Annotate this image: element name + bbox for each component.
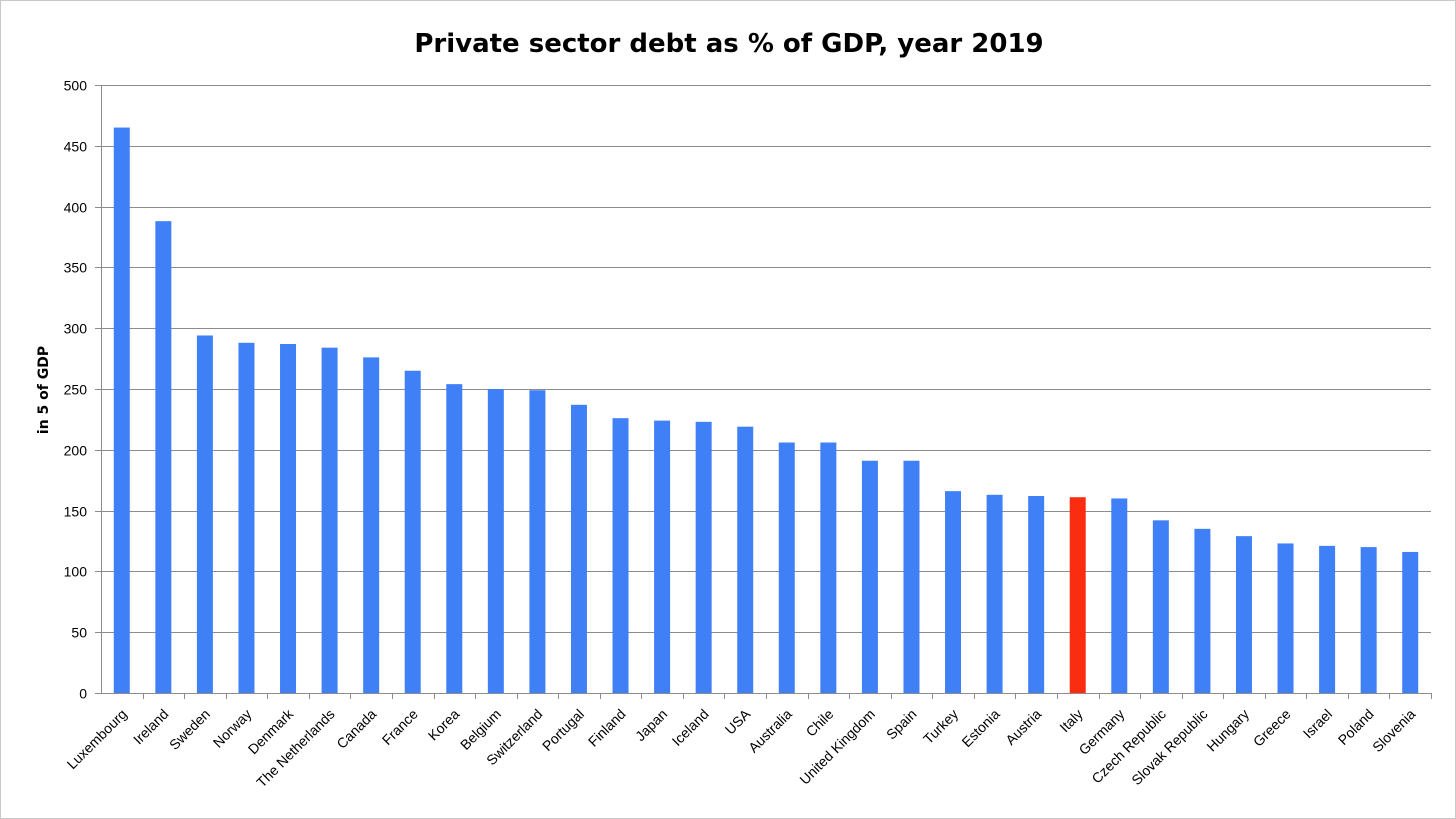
bar-greece xyxy=(1277,543,1294,693)
y-tick-label: 200 xyxy=(64,443,88,459)
x-tick-label: Australia xyxy=(745,706,795,756)
x-tick-label: Slovenia xyxy=(1369,706,1418,755)
bar-austria xyxy=(1028,496,1045,693)
y-tick-label: 150 xyxy=(64,504,88,520)
bar-hungary xyxy=(1235,536,1252,693)
x-tick-label: Portugal xyxy=(539,706,587,754)
x-tick-label: Italy xyxy=(1056,706,1085,735)
bar-germany xyxy=(1111,498,1128,693)
x-tick-label: Hungary xyxy=(1203,706,1252,755)
axes xyxy=(95,85,1431,694)
bar-finland xyxy=(612,418,629,693)
y-tick-label: 50 xyxy=(71,625,87,641)
bar-denmark xyxy=(280,344,297,693)
bar-israel xyxy=(1319,545,1336,693)
bar-spain xyxy=(903,460,920,693)
bar-the-netherlands xyxy=(321,347,338,693)
chart-title: Private sector debt as % of GDP, year 20… xyxy=(414,29,1043,59)
x-tick-label: Finland xyxy=(585,706,629,750)
x-tick-label: The Netherlands xyxy=(253,706,338,791)
x-tick-label: Estonia xyxy=(958,706,1002,750)
bar-turkey xyxy=(945,491,962,693)
bar-korea xyxy=(446,384,463,693)
x-tick-label: Czech Republic xyxy=(1088,706,1169,787)
x-tick-label: Israel xyxy=(1300,706,1336,742)
y-axis-ticks: 0 50 100 150 200 250 300 350 400 450 500 xyxy=(64,78,101,702)
bar-japan xyxy=(654,420,671,693)
bar-portugal xyxy=(570,404,587,693)
x-tick-label: Sweden xyxy=(166,706,213,753)
x-tick-label: Canada xyxy=(333,706,379,752)
bars xyxy=(113,127,1419,693)
bar-czech-republic xyxy=(1152,520,1169,693)
x-tick-label: Chile xyxy=(803,706,837,740)
x-tick-label: Korea xyxy=(425,706,463,744)
x-tick-label: Iceland xyxy=(669,706,712,749)
bar-luxembourg xyxy=(113,127,130,693)
y-axis-label: in 5 of GDP xyxy=(36,346,52,434)
x-tick-label: Turkey xyxy=(920,706,961,747)
y-tick-label: 450 xyxy=(64,139,88,155)
bar-chile xyxy=(820,442,837,693)
bar-sweden xyxy=(196,335,213,693)
x-tick-label: Luxembourg xyxy=(64,706,130,772)
x-tick-label: Spain xyxy=(883,706,920,743)
bar-poland xyxy=(1360,547,1377,693)
y-tick-label: 250 xyxy=(64,382,88,398)
y-tick-label: 500 xyxy=(64,78,88,94)
bar-united-kingdom xyxy=(861,460,878,693)
bar-australia xyxy=(778,442,795,693)
y-tick-label: 0 xyxy=(79,686,87,702)
y-tick-label: 100 xyxy=(64,564,88,580)
bar-france xyxy=(404,370,421,693)
y-tick-label: 300 xyxy=(64,321,88,337)
x-tick-label: Japan xyxy=(632,706,670,744)
x-tick-label: USA xyxy=(722,705,754,737)
bar-slovenia xyxy=(1402,551,1419,693)
x-tick-label: United Kingdom xyxy=(796,706,878,788)
bar-iceland xyxy=(695,421,712,693)
bar-canada xyxy=(363,357,380,693)
bar-ireland xyxy=(155,221,172,693)
x-tick-label: Greece xyxy=(1250,706,1294,750)
y-tick-label: 400 xyxy=(64,200,88,216)
bar-switzerland xyxy=(529,390,546,693)
bar-italy xyxy=(1069,497,1086,693)
x-tick-label: Austria xyxy=(1002,706,1044,748)
x-axis-ticks: Luxembourg IrelandSwedenNorwayDenmarkThe … xyxy=(64,693,1432,790)
bar-belgium xyxy=(487,389,504,693)
bar-estonia xyxy=(986,494,1003,693)
bar-usa xyxy=(737,426,754,693)
bar-slovak-republic xyxy=(1194,528,1211,693)
y-tick-label: 350 xyxy=(64,260,88,276)
bar-norway xyxy=(238,342,255,693)
gridlines xyxy=(101,85,1431,633)
x-tick-label: France xyxy=(379,706,421,748)
x-tick-label: Slovak Republic xyxy=(1128,706,1210,788)
